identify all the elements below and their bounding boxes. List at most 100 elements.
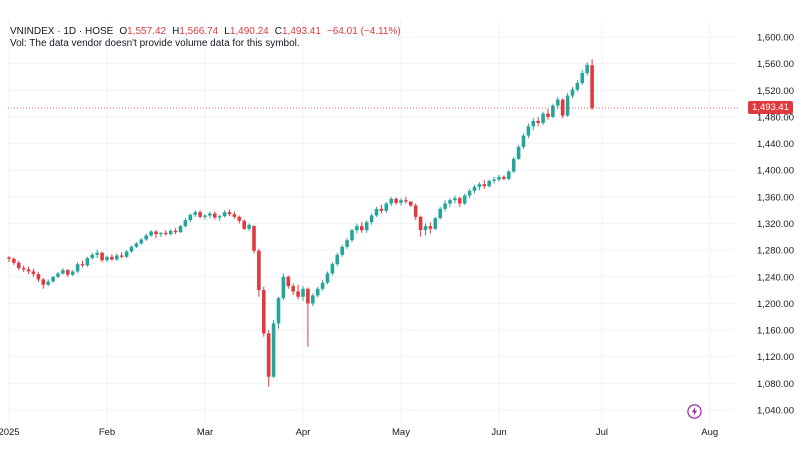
lightning-bolt-icon[interactable]	[687, 404, 702, 419]
candle	[394, 197, 398, 205]
candle-body	[551, 105, 555, 117]
candle-body	[394, 198, 398, 203]
candle	[183, 218, 188, 228]
y-tick-label: 1,320.00	[757, 219, 794, 230]
candle-body	[482, 184, 487, 187]
legend-close-label: C	[274, 26, 282, 37]
candle	[139, 238, 144, 245]
candle	[237, 215, 242, 224]
x-tick-label: May	[392, 427, 410, 438]
candle	[105, 255, 109, 263]
candle-body	[556, 99, 560, 106]
candle-body	[188, 214, 193, 221]
candle-body	[379, 208, 384, 211]
candle	[526, 123, 531, 139]
legend-low: 1,490.24	[229, 26, 269, 37]
candle-body	[232, 214, 237, 217]
candle	[168, 229, 173, 236]
candle-body	[364, 222, 369, 231]
candle	[399, 198, 403, 206]
candle	[320, 280, 325, 291]
candle-body	[502, 176, 506, 179]
candle	[262, 286, 266, 337]
candle	[492, 176, 496, 184]
candle	[409, 201, 413, 207]
candle	[467, 188, 472, 199]
candle-body	[340, 246, 344, 255]
candle-body	[296, 291, 300, 297]
candle-body	[178, 226, 183, 233]
candle-body	[360, 226, 364, 231]
y-tick-label: 1,360.00	[757, 192, 794, 203]
candle-body	[100, 252, 104, 261]
candle-body	[66, 270, 70, 275]
candle	[379, 204, 384, 214]
candle-body	[149, 231, 153, 236]
candle-body	[144, 235, 148, 240]
candle	[46, 279, 50, 287]
candle	[193, 210, 197, 217]
candle-body	[61, 270, 65, 274]
candle-body	[590, 65, 594, 108]
candle	[178, 224, 183, 233]
candle-body	[36, 274, 41, 280]
candle-body	[208, 213, 212, 216]
y-tick-label: 1,120.00	[757, 352, 794, 363]
candle-body	[222, 212, 227, 217]
candle-body	[154, 231, 158, 235]
candle	[213, 211, 217, 220]
candle-body	[85, 258, 90, 266]
candle-body	[139, 239, 144, 244]
candle	[21, 265, 26, 273]
candle	[276, 296, 281, 329]
candle-body	[565, 95, 570, 116]
candle	[423, 223, 428, 236]
candle	[438, 206, 442, 220]
candle-body	[70, 271, 75, 275]
y-tick-label: 1,520.00	[757, 86, 794, 97]
candle	[315, 286, 320, 298]
candle-body	[404, 200, 408, 202]
candle	[252, 224, 256, 254]
x-tick-label: 2025	[0, 427, 20, 438]
candle-body	[262, 290, 266, 334]
chart-legend: VNINDEX · 1D · HOSE O1,557.42 H1,566.74 L1,…	[10, 25, 401, 38]
legend-low-label: L	[224, 26, 230, 37]
legend-close: 1,493.41	[281, 26, 321, 37]
candle	[301, 286, 305, 301]
candle	[247, 223, 251, 231]
candle-body	[399, 200, 403, 203]
y-tick-label: 1,440.00	[757, 139, 794, 150]
candle	[134, 242, 139, 249]
candle-body	[7, 257, 11, 259]
candle-body	[213, 213, 217, 218]
candle	[124, 250, 129, 259]
candle	[281, 273, 286, 301]
candle	[232, 211, 237, 219]
candle	[389, 196, 393, 207]
candle	[115, 253, 119, 261]
candle	[364, 220, 369, 233]
candle-body	[159, 232, 163, 235]
candle-body	[266, 333, 271, 377]
candle-body	[585, 64, 589, 73]
candle	[257, 248, 261, 297]
candle	[487, 179, 491, 188]
candle-body	[183, 220, 188, 227]
candle-body	[173, 230, 178, 233]
candle-body	[521, 135, 526, 147]
candle	[340, 244, 344, 257]
candle-body	[276, 298, 281, 324]
candle	[433, 216, 438, 231]
candle	[66, 268, 70, 277]
candle	[453, 195, 457, 204]
candle-body	[453, 198, 457, 201]
candle-body	[31, 271, 36, 275]
candle-body	[541, 113, 545, 123]
candle-body	[507, 171, 511, 179]
x-tick-label: Feb	[99, 427, 115, 438]
candle	[188, 213, 193, 223]
candle-body	[306, 288, 310, 304]
candle	[443, 200, 447, 212]
